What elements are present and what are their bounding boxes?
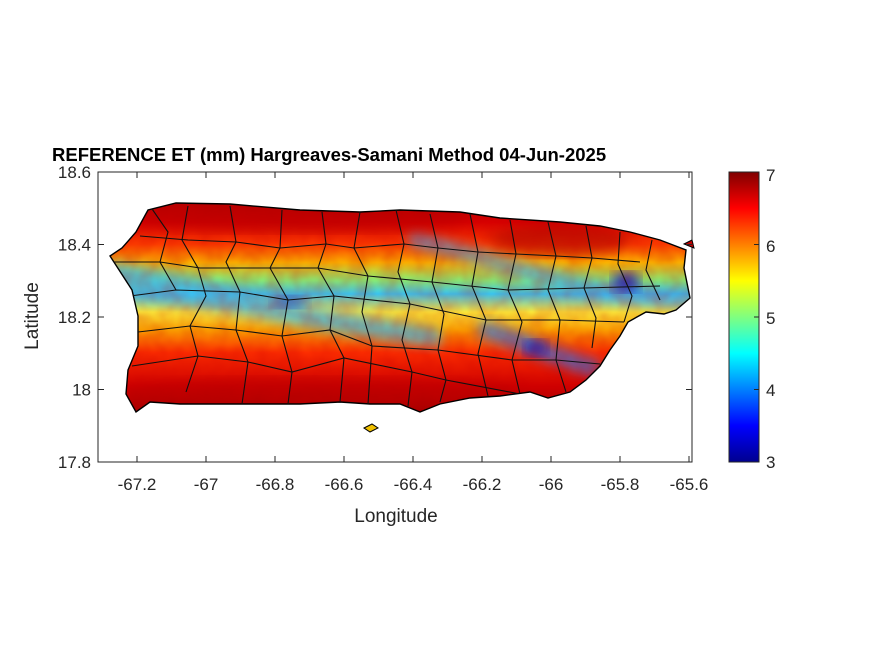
colorbar-tick-label: 3 xyxy=(766,453,775,472)
x-tick-label: -66.6 xyxy=(325,475,364,494)
chart-title: REFERENCE ET (mm) Hargreaves-Samani Meth… xyxy=(52,144,606,165)
x-tick-label: -65.6 xyxy=(670,475,709,494)
y-axis: 18.6 18.4 18.2 18 17.8 Latitude xyxy=(22,163,692,472)
y-axis-label: Latitude xyxy=(22,282,43,350)
colorbar-tick-label: 5 xyxy=(766,309,775,328)
colorbar-tick-label: 6 xyxy=(766,237,775,256)
y-tick-label: 18.4 xyxy=(58,236,91,255)
x-axis-label: Longitude xyxy=(354,506,437,527)
x-tick-label: -67.2 xyxy=(118,475,157,494)
colorbar-tick-label: 7 xyxy=(766,166,775,185)
colorbar-tick-label: 4 xyxy=(766,381,775,400)
municipality-boundaries xyxy=(112,205,661,407)
x-tick-label: -67 xyxy=(194,475,219,494)
y-tick-label: 18.6 xyxy=(58,163,91,182)
y-tick-label: 17.8 xyxy=(58,453,91,472)
x-tick-label: -66.8 xyxy=(256,475,295,494)
x-tick-label: -66.2 xyxy=(463,475,502,494)
x-tick-label: -66.4 xyxy=(394,475,433,494)
y-tick-label: 18 xyxy=(72,381,91,400)
islet-caja-de-muertos xyxy=(363,423,379,433)
colorbar: 7 6 5 4 3 xyxy=(728,166,775,472)
y-tick-label: 18.2 xyxy=(58,308,91,327)
x-axis: -67.2 -67 -66.8 -66.6 -66.4 -66.2 -66 -6… xyxy=(118,172,709,527)
x-tick-label: -66 xyxy=(539,475,564,494)
x-tick-label: -65.8 xyxy=(601,475,640,494)
